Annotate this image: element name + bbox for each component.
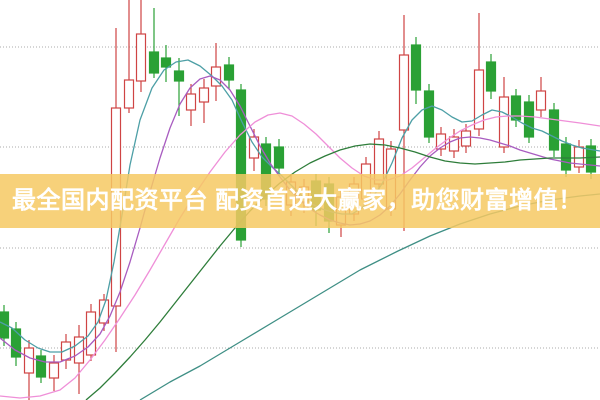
ad-banner-overlay: 最全国内配资平台 配资首选大赢家，助您财富增值！ bbox=[0, 174, 600, 228]
ad-banner-text: 最全国内配资平台 配资首选大赢家，助您财富增值！ bbox=[12, 187, 583, 214]
